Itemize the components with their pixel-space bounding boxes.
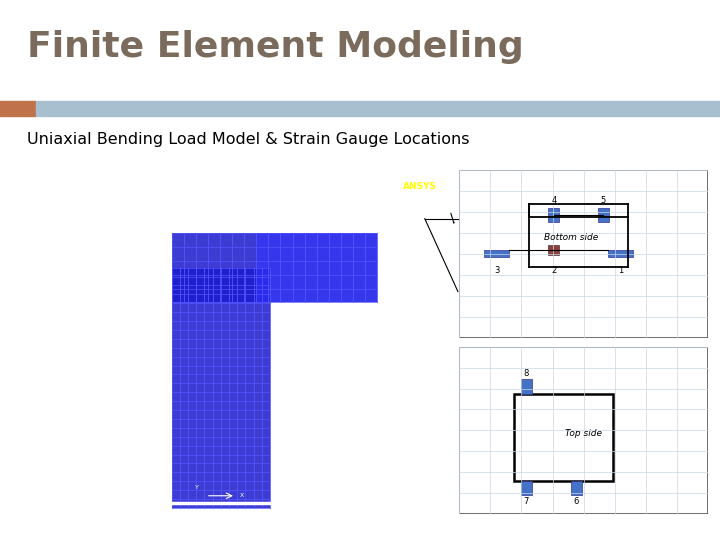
- Text: X: X: [240, 493, 244, 498]
- Text: DMX =13.2163: DMX =13.2163: [30, 257, 68, 262]
- Bar: [549, 245, 559, 255]
- Text: Finite Element Modeling: Finite Element Modeling: [27, 30, 524, 64]
- Bar: [514, 394, 613, 481]
- Bar: [549, 208, 559, 222]
- Bar: [484, 251, 509, 257]
- Text: 6: 6: [573, 496, 579, 505]
- Text: Bottom side: Bottom side: [544, 233, 598, 241]
- Text: 5: 5: [600, 196, 606, 205]
- Text: STEP=1: STEP=1: [30, 218, 50, 222]
- Bar: [171, 233, 377, 302]
- Text: 1: 1: [30, 173, 34, 179]
- Bar: [521, 481, 532, 495]
- Text: ANSYS: ANSYS: [403, 183, 437, 191]
- Text: Top side: Top side: [565, 429, 602, 438]
- Bar: [521, 379, 532, 394]
- Text: MAY 28 2011: MAY 28 2011: [401, 193, 437, 198]
- Text: 1: 1: [618, 266, 624, 274]
- Text: TIME=1: TIME=1: [30, 244, 49, 249]
- Text: Uniaxial Bending Load Model & Strain Gauge Locations: Uniaxial Bending Load Model & Strain Gau…: [27, 132, 470, 146]
- Text: 7: 7: [523, 496, 529, 505]
- Text: 8: 8: [523, 369, 529, 377]
- Text: HINISELA*OMGW/: HINISELA*OMGW/: [30, 191, 74, 196]
- Text: SUB =7: SUB =7: [30, 231, 49, 235]
- Bar: [571, 481, 582, 495]
- Bar: [257, 233, 377, 302]
- Bar: [608, 251, 634, 257]
- Text: 4: 4: [551, 196, 557, 205]
- Text: 3: 3: [494, 266, 499, 274]
- Bar: [598, 208, 609, 222]
- Text: Y: Y: [195, 485, 199, 490]
- Text: 2: 2: [551, 266, 557, 274]
- Bar: [0, 101, 36, 116]
- Bar: [171, 268, 270, 508]
- Text: 13:10:39: 13:10:39: [413, 201, 437, 206]
